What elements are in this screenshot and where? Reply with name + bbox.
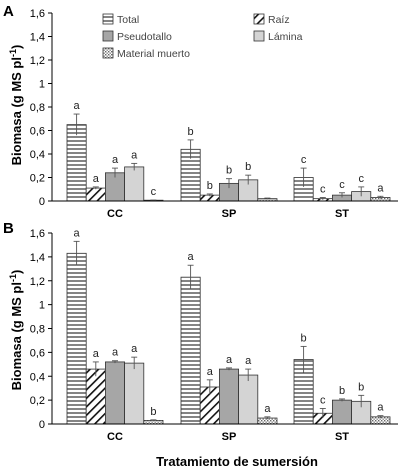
panel-b-significance-letter: b bbox=[150, 406, 156, 418]
panel-a-y-tick-label: 1,6 bbox=[30, 8, 45, 20]
panel-b-y-tick-label: 1 bbox=[39, 300, 45, 312]
legend-label-material-muerto: Material muerto bbox=[117, 48, 190, 60]
panel-b-significance-letter: a bbox=[245, 355, 252, 367]
panel-b-significance-letter: a bbox=[226, 354, 233, 366]
panel-b-y-tick-label: 0,6 bbox=[30, 347, 45, 359]
panel-b-significance-letter: b bbox=[358, 381, 364, 393]
panel-b-significance-letter: a bbox=[264, 403, 271, 415]
panel-b-significance-letter: a bbox=[188, 251, 195, 263]
panel-b-y-axis-title-main: Biomasa (g MS pl bbox=[9, 282, 24, 390]
panel-a-significance-letter: b bbox=[226, 165, 232, 177]
legend-swatch-pseudotallo bbox=[102, 30, 114, 42]
panel-a-significance-letter: a bbox=[112, 154, 119, 166]
panel-b-bar-lamina-sp bbox=[238, 374, 259, 425]
panel-a-y-axis-title-main: Biomasa (g MS pl bbox=[9, 57, 24, 165]
panel-b-significance-letter: a bbox=[207, 366, 214, 378]
panel-b-y-axis-title-end: ) bbox=[9, 270, 24, 274]
panel-b-significance-letter: a bbox=[93, 348, 100, 360]
legend-label-total: Total bbox=[117, 14, 139, 26]
x-axis-title: Tratamiento de sumersión bbox=[156, 454, 318, 469]
panel-a-y-axis-title-end: ) bbox=[9, 45, 24, 49]
panel-b-bar-lamina-cc bbox=[124, 362, 145, 425]
panel-b-bar-pseudotallo-cc bbox=[105, 361, 126, 425]
panel-b-significance-letter: a bbox=[131, 343, 138, 355]
panel-b-axes bbox=[51, 233, 398, 425]
panel-a-significance-letter: a bbox=[74, 100, 81, 112]
panel-a-y-axis-title-sup: -1 bbox=[8, 49, 18, 57]
panel-b-bar-pseudotallo-sp bbox=[218, 368, 239, 425]
panel-a-y-ticks: 0 0,2 0,4 0,6 0,8 1 1,2 1,4 1,6 bbox=[30, 8, 52, 208]
panel-a-y-axis-title: Biomasa (g MS pl-1) bbox=[8, 45, 24, 166]
panel-a-y-tick-label: 1 bbox=[39, 79, 45, 91]
legend-label-lamina: Lámina bbox=[268, 31, 303, 43]
legend-swatch-raiz bbox=[253, 13, 265, 25]
panel-b-y-tick-label: 1,6 bbox=[30, 228, 45, 240]
panel-b-bar-total-cc bbox=[66, 252, 87, 425]
panel-b-y-tick-label: 1,2 bbox=[30, 276, 45, 288]
panel-b-y-ticks: 0 0,2 0,4 0,6 0,8 1 1,2 1,4 1,6 bbox=[30, 228, 52, 431]
panel-a-y-tick-label: 0 bbox=[39, 196, 45, 208]
panel-a-y-tick-label: 0,8 bbox=[30, 102, 45, 114]
panel-a-bar-lamina-cc bbox=[124, 166, 145, 202]
legend: Total Raíz Pseudotallo Lámina Material m… bbox=[102, 13, 303, 60]
panel-a-significance-letter: c bbox=[358, 173, 364, 185]
panel-b-significance-letter: c bbox=[320, 394, 326, 406]
panel-b-y-tick-label: 0,8 bbox=[30, 324, 45, 336]
panel-b-bar-total-sp bbox=[180, 276, 201, 425]
legend-swatch-material-muerto bbox=[102, 47, 114, 59]
legend-label-raiz: Raíz bbox=[268, 14, 290, 26]
panel-a-bar-raiz-cc bbox=[85, 187, 106, 202]
panel-a-y-tick-label: 0,6 bbox=[30, 126, 45, 138]
panel-a-significance-letter: c bbox=[339, 179, 345, 191]
panel-a-category-label-sp: SP bbox=[222, 208, 237, 220]
panel-b-label: B bbox=[3, 220, 14, 237]
legend-swatch-lamina bbox=[253, 30, 265, 42]
panel-a-significance-letter: b bbox=[245, 161, 251, 173]
panel-b-category-label-sp: SP bbox=[222, 431, 237, 443]
panel-b-category-label-cc: CC bbox=[107, 431, 123, 443]
panel-a-category-label-cc: CC bbox=[107, 208, 123, 220]
panel-a-category-label-st: ST bbox=[335, 208, 349, 220]
panel-b-significance-letter: b bbox=[301, 332, 307, 344]
panel-b-significance-letter: b bbox=[339, 385, 345, 397]
panel-a-categories: CC SP ST bbox=[107, 208, 349, 220]
panel-a-bar-total-cc bbox=[66, 124, 87, 202]
panel-a-significance-letter: b bbox=[188, 126, 194, 138]
panel-b-significance-letter: a bbox=[377, 402, 384, 414]
panel-a-significance-letter: c bbox=[301, 154, 307, 166]
panel-a-axes bbox=[51, 13, 398, 202]
panel-b-y-tick-label: 0,4 bbox=[30, 371, 45, 383]
panel-b-y-axis-title-sup: -1 bbox=[8, 274, 18, 282]
panel-b-bar-pseudotallo-st bbox=[331, 399, 352, 425]
panel-b-bar-raiz-cc bbox=[85, 368, 106, 425]
panel-a-significance-letter: b bbox=[207, 180, 213, 192]
panel-b-significance-letter: a bbox=[74, 227, 81, 239]
panel-b-categories: CC SP ST bbox=[107, 431, 349, 443]
panel-b-y-axis-title: Biomasa (g MS pl-1) bbox=[8, 270, 24, 391]
panel-b-y-tick-label: 0 bbox=[39, 419, 45, 431]
panel-a-y-tick-label: 1,2 bbox=[30, 55, 45, 67]
panel-b-significance-letter: a bbox=[112, 347, 119, 359]
panel-b: B Biomasa (g MS pl-1) 0 0,2 0,4 0,6 0,8 1 1,2 1… bbox=[3, 220, 398, 443]
panel-a-significance-letter: a bbox=[93, 173, 100, 185]
panel-a-y-tick-label: 0,2 bbox=[30, 173, 45, 185]
panel-a-significance-letter: c bbox=[320, 183, 326, 195]
panel-b-category-label-st: ST bbox=[335, 431, 349, 443]
panel-a-y-tick-label: 0,4 bbox=[30, 149, 45, 161]
legend-label-pseudotallo: Pseudotallo bbox=[117, 31, 172, 43]
panel-b-y-tick-label: 0,2 bbox=[30, 395, 45, 407]
legend-swatch-total bbox=[102, 13, 114, 25]
panel-a-significance-letter: a bbox=[377, 182, 384, 194]
panel-a-significance-letter: c bbox=[151, 186, 157, 198]
panel-a-y-tick-label: 1,4 bbox=[30, 32, 45, 44]
panel-a: A Biomasa (g MS pl-1) 0 0,2 0,4 0,6 0,8 1 1,2 1… bbox=[3, 3, 398, 220]
panel-b-y-tick-label: 1,4 bbox=[30, 252, 45, 264]
panel-a-significance-letter: a bbox=[131, 149, 138, 161]
panel-a-label: A bbox=[3, 3, 14, 20]
